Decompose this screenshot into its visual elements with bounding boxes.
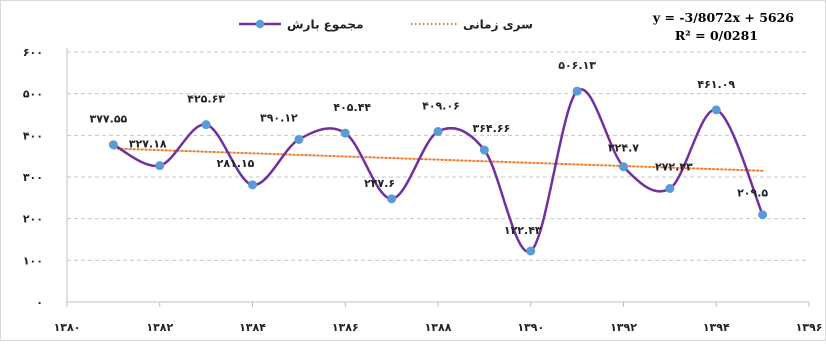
- y-tick-label: ۵۰۰: [23, 88, 43, 101]
- x-tick-label: ۱۳۸۸: [425, 321, 452, 334]
- data-label: ۴۶۱.۰۹: [697, 78, 735, 91]
- data-label: ۴۲۵.۶۳: [187, 93, 225, 106]
- y-tick-label: ۳۰۰: [23, 171, 43, 184]
- y-tick-label: ۶۰۰: [23, 46, 43, 59]
- y-tick-label: ۴۰۰: [23, 129, 43, 142]
- x-tick-label: ۱۳۹۲: [610, 321, 637, 334]
- data-point: [572, 86, 582, 96]
- data-label: ۳۲۴.۷: [608, 142, 639, 155]
- y-tick-label: ۱۰۰: [23, 254, 43, 267]
- data-point: [155, 161, 165, 171]
- data-label: ۳۲۷.۱۸: [129, 138, 167, 151]
- data-label: ۳۷۷.۵۵: [90, 113, 128, 126]
- data-point: [665, 183, 675, 193]
- data-label: ۲۴۷.۶: [364, 177, 395, 190]
- data-point: [526, 246, 536, 256]
- x-tick-label: ۱۳۸۴: [239, 321, 266, 334]
- data-point: [711, 105, 721, 115]
- data-label: ۳۹۰.۱۲: [260, 111, 298, 124]
- trendline-equation-box: y = -3/8072x + 5626 R² = 0/0281: [652, 10, 794, 43]
- axes: ۰ ۱۰۰ ۲۰۰ ۳۰۰ ۴۰۰ ۵۰۰ ۶۰۰ ۱۳۸۰ ۱۳۸۲ ۱۳۸۴ ۱۳۸۶ ۱۳۸۸ ۱…: [23, 46, 823, 334]
- data-label: ۳۶۴.۶۶: [473, 122, 511, 135]
- data-label: ۱۲۲.۴۳: [504, 224, 542, 237]
- x-tick-label: ۱۳۸۶: [332, 321, 359, 334]
- trendline-group: [112, 147, 764, 172]
- data-point: [387, 194, 397, 204]
- data-label: ۴۰۹.۰۶: [422, 100, 460, 113]
- x-tick-label: ۱۳۹۰: [517, 321, 544, 334]
- x-tick-label: ۱۳۹۶: [796, 321, 823, 334]
- data-point: [433, 127, 443, 137]
- data-point: [201, 120, 211, 130]
- x-tick-label: ۱۳۸۲: [146, 321, 173, 334]
- data-label: ۴۰۵.۴۴: [333, 101, 371, 114]
- legend: مجموع بارش سری زمانی: [239, 18, 533, 33]
- trendline-r-squared: R² = 0/0281: [675, 28, 758, 43]
- data-label: ۲۷۲.۴۳: [655, 160, 693, 173]
- series-group: [108, 86, 768, 256]
- legend-series-marker: [255, 19, 265, 29]
- data-point: [619, 162, 628, 172]
- x-tick-label: ۱۳۹۴: [703, 321, 730, 334]
- data-point: [479, 145, 489, 155]
- data-label: ۵۰۶.۱۳: [558, 59, 596, 72]
- legend-series-label: مجموع بارش: [287, 18, 364, 33]
- trendline-equation: y = -3/8072x + 5626: [652, 10, 794, 25]
- data-point: [340, 128, 350, 138]
- data-point: [758, 210, 768, 220]
- y-tick-label: ۰: [36, 296, 43, 309]
- legend-trend-label: سری زمانی: [463, 18, 533, 32]
- trendline: [112, 147, 764, 172]
- data-point: [108, 140, 118, 150]
- data-point: [294, 134, 304, 144]
- data-point: [248, 180, 257, 190]
- x-tick-label: ۱۳۸۰: [54, 321, 81, 334]
- data-label: ۲۰۹.۵: [737, 187, 768, 200]
- data-label: ۲۸۱.۱۵: [217, 157, 255, 170]
- y-tick-label: ۲۰۰: [23, 213, 43, 226]
